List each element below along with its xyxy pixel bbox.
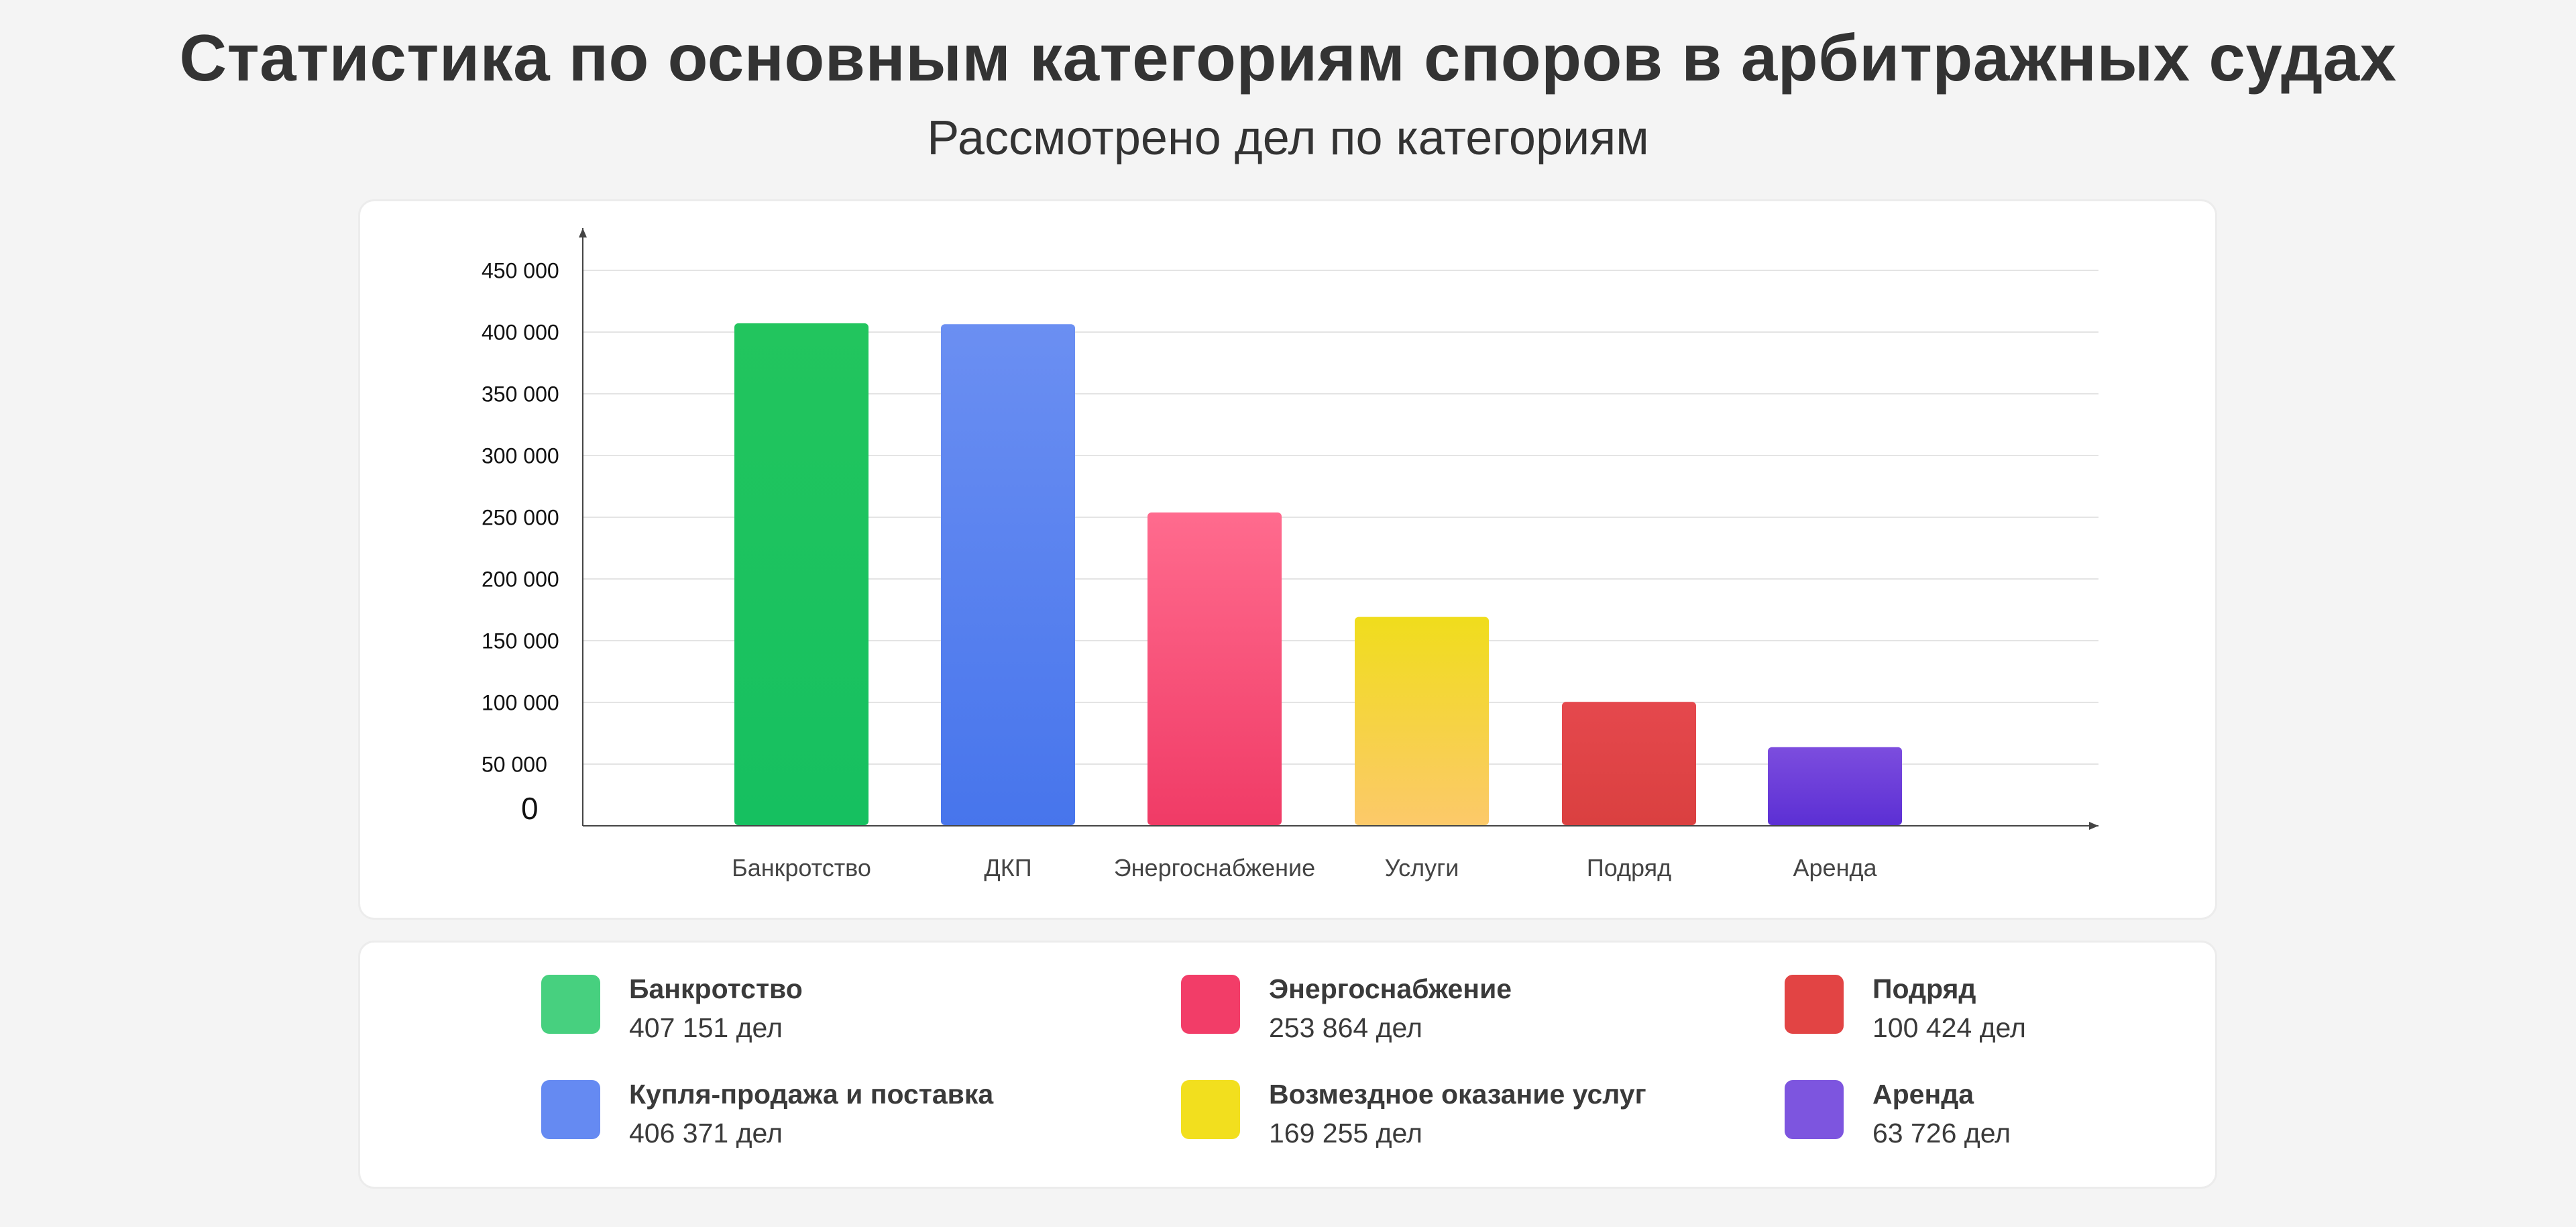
chart-card: 0 50 000 100 000 150 000 200 000 250 000 300 0… bbox=[358, 199, 2217, 920]
y-tick-label: 350 000 bbox=[482, 382, 559, 406]
y-axis-arrow bbox=[579, 228, 587, 237]
legend-swatch bbox=[541, 975, 600, 1034]
y-tick-label: 400 000 bbox=[482, 320, 559, 344]
chart-subtitle: Рассмотрено дел по категориям bbox=[927, 111, 1649, 165]
legend-label: Купля-продажа и поставка bbox=[629, 1079, 994, 1110]
bar-chart: 0 50 000 100 000 150 000 200 000 250 000 300 0… bbox=[482, 228, 2098, 882]
y-tick-label: 300 000 bbox=[482, 443, 559, 468]
legend-value: 253 864 дел bbox=[1269, 1012, 1422, 1043]
legend-label: Подряд bbox=[1872, 973, 1976, 1004]
bar-4 bbox=[1355, 617, 1489, 825]
legend-label: Возмездное оказание услуг bbox=[1269, 1079, 1646, 1110]
bar-3 bbox=[1147, 512, 1282, 825]
legend-value: 407 151 дел bbox=[629, 1012, 783, 1043]
bar-5 bbox=[1562, 702, 1696, 825]
x-tick-label: Подряд bbox=[1587, 854, 1671, 882]
y-tick-label: 100 000 bbox=[482, 690, 559, 714]
legend-swatch bbox=[1785, 975, 1844, 1034]
legend-value: 406 371 дел bbox=[629, 1118, 783, 1149]
y-tick-label: 450 000 bbox=[482, 258, 559, 282]
y-tick-label: 250 000 bbox=[482, 505, 559, 529]
y-tick-label: 150 000 bbox=[482, 629, 559, 653]
legend-swatch bbox=[541, 1080, 600, 1139]
x-tick-label: Энергоснабжение bbox=[1114, 854, 1315, 882]
bar-6 bbox=[1768, 747, 1902, 825]
legend-swatch bbox=[1785, 1080, 1844, 1139]
legend-value: 169 255 дел bbox=[1269, 1118, 1422, 1149]
x-tick-label: ДКП bbox=[984, 854, 1031, 882]
y-tick-label: 0 bbox=[521, 791, 539, 826]
y-tick-label: 50 000 bbox=[482, 752, 547, 776]
x-tick-label: Банкротство bbox=[732, 854, 871, 882]
legend-swatch bbox=[1181, 1080, 1240, 1139]
bar-2 bbox=[941, 324, 1075, 825]
legend-label: Банкротство bbox=[629, 973, 803, 1004]
legend-value: 100 424 дел bbox=[1872, 1012, 2026, 1043]
legend-label: Энергоснабжение bbox=[1269, 973, 1512, 1004]
legend-swatch bbox=[1181, 975, 1240, 1034]
legend-card: Банкротство 407 151 дел Купля-продажа и … bbox=[358, 941, 2217, 1189]
bar-1 bbox=[734, 323, 869, 825]
x-axis-arrow bbox=[2089, 822, 2098, 830]
x-tick-label: Услуги bbox=[1385, 854, 1459, 882]
page-title: Статистика по основным категориям споров… bbox=[179, 21, 2397, 95]
legend-label: Аренда bbox=[1872, 1079, 1974, 1110]
legend-value: 63 726 дел bbox=[1872, 1118, 2011, 1149]
x-tick-label: Аренда bbox=[1793, 854, 1878, 882]
y-tick-label: 200 000 bbox=[482, 567, 559, 591]
